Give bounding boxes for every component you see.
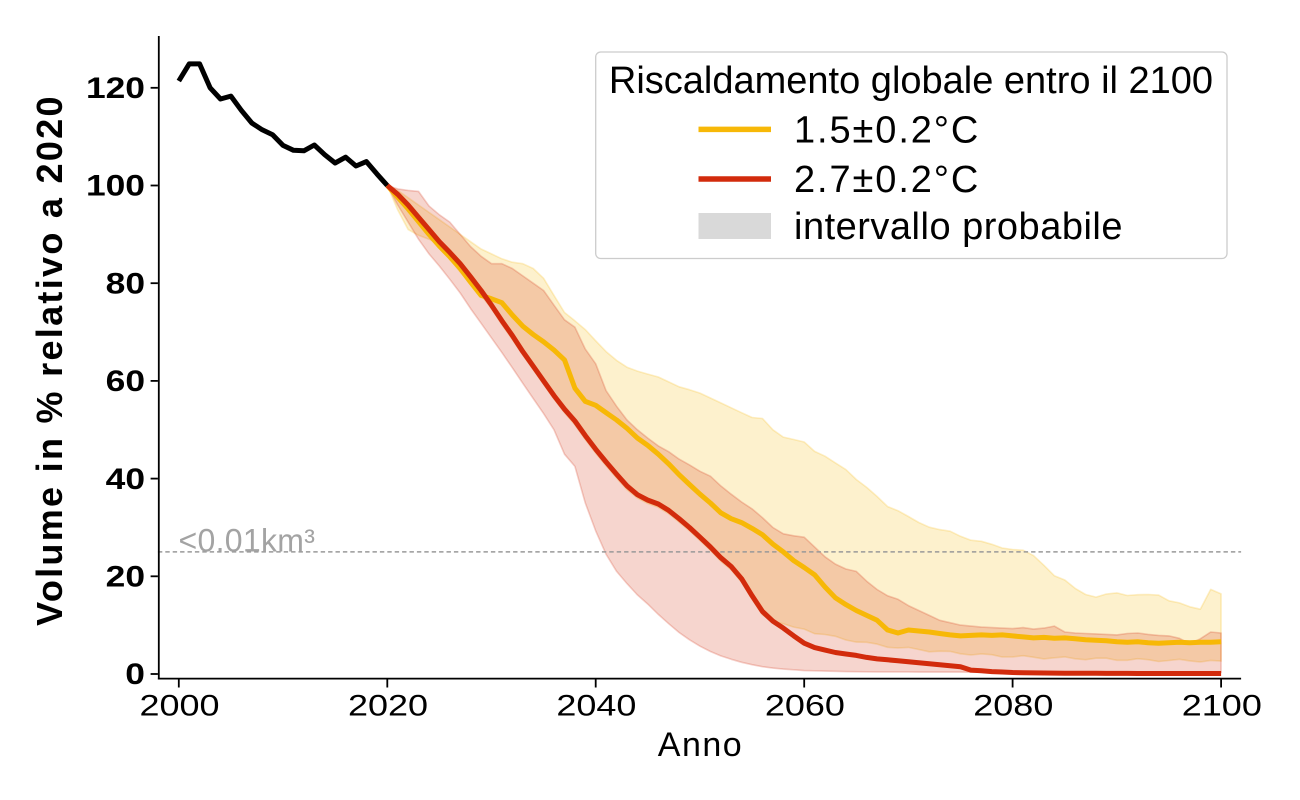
svg-text:120: 120 (86, 71, 145, 105)
svg-text:20: 20 (106, 559, 145, 593)
svg-text:2020: 2020 (348, 689, 428, 722)
svg-text:Riscaldamento globale entro il: Riscaldamento globale entro il 2100 (609, 60, 1213, 102)
svg-text:80: 80 (106, 266, 145, 300)
svg-text:Anno: Anno (658, 726, 743, 764)
svg-text:2060: 2060 (765, 689, 845, 722)
svg-text:2.7±0.2°C: 2.7±0.2°C (794, 159, 980, 201)
svg-text:40: 40 (106, 461, 145, 495)
svg-text:2100: 2100 (1182, 689, 1262, 722)
svg-text:intervallo probabile: intervallo probabile (794, 206, 1123, 248)
svg-text:Volume in % relativo a 2020: Volume in % relativo a 2020 (29, 94, 70, 626)
svg-text:2080: 2080 (973, 689, 1053, 722)
svg-text:<0.01km³: <0.01km³ (179, 523, 316, 559)
svg-text:2000: 2000 (139, 689, 219, 722)
svg-text:1.5±0.2°C: 1.5±0.2°C (794, 110, 980, 152)
svg-text:2040: 2040 (556, 689, 636, 722)
svg-text:0: 0 (125, 657, 145, 691)
svg-text:100: 100 (86, 168, 145, 202)
svg-text:60: 60 (106, 364, 145, 398)
